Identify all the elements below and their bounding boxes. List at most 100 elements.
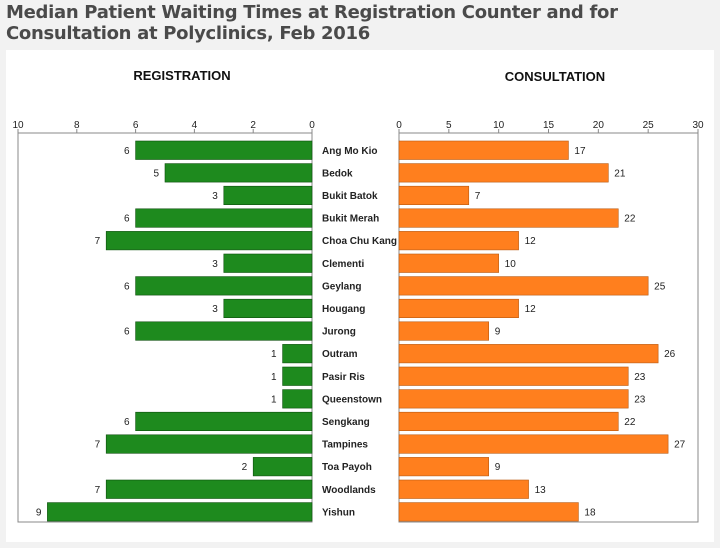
registration-value-label: 1: [271, 372, 277, 383]
registration-value-label: 6: [124, 214, 130, 225]
page-title: Median Patient Waiting Times at Registra…: [6, 2, 618, 44]
consultation-bar-pasir-ris: [398, 366, 629, 386]
consultation-bar-clementi: [398, 253, 499, 273]
category-label-outram: Outram: [322, 349, 358, 360]
registration-value-label: 3: [212, 259, 218, 270]
registration-bar-pasir-ris: [282, 366, 313, 386]
registration-bar-bukit-merah: [135, 208, 313, 228]
registration-bar-hougang: [223, 298, 313, 318]
registration-value-label: 3: [212, 304, 218, 315]
consultation-bar-outram: [398, 344, 659, 364]
registration-value-label: 6: [124, 417, 130, 428]
consultation-value-label: 22: [624, 214, 636, 225]
registration-value-label: 9: [36, 507, 42, 518]
registration-chart: 0 2 4 6 8 10 6 5 3 6 7 3 6 3 6 1 1 1 6 7 2 7 9: [12, 120, 315, 523]
category-label-queenstown: Queenstown: [322, 394, 382, 405]
registration-value-label: 2: [242, 462, 248, 473]
category-label-jurong: Jurong: [322, 327, 356, 338]
category-label-tampines: Tampines: [322, 440, 368, 451]
category-label-pasir-ris: Pasir Ris: [322, 372, 365, 383]
consultation-value-label: 12: [525, 304, 537, 315]
category-label-bedok: Bedok: [322, 168, 353, 179]
category-label-toa-payoh: Toa Payoh: [322, 462, 372, 473]
consultation-chart: 0 5 10 15 20 25 30 17 21 7 22 12 10 25 12 9 26 23 23 22 27 9 1…: [396, 120, 704, 523]
consultation-bar-sengkang: [398, 411, 619, 432]
consultation-tick-label: 0: [396, 120, 402, 131]
registration-bar-tampines: [105, 434, 313, 454]
consultation-value-label: 13: [535, 485, 547, 496]
registration-bar-sengkang: [135, 411, 313, 432]
consultation-tick-label: 25: [643, 120, 655, 131]
registration-bar-queenstown: [282, 389, 313, 409]
registration-bar-yishun: [47, 502, 313, 522]
consultation-value-label: 17: [574, 146, 586, 157]
registration-value-label: 7: [95, 236, 101, 247]
consultation-value-label: 12: [525, 236, 537, 247]
registration-bar-bukit-batok: [223, 185, 313, 205]
consultation-tick-label: 10: [493, 120, 505, 131]
registration-bar-jurong: [135, 321, 313, 341]
registration-value-label: 3: [212, 191, 218, 202]
consultation-bar-yishun: [398, 502, 579, 522]
consultation-bar-bukit-batok: [398, 185, 470, 205]
consultation-tick-label: 30: [692, 120, 704, 131]
registration-bar-woodlands: [105, 479, 313, 499]
consultation-bar-bukit-merah: [398, 208, 619, 228]
registration-value-label: 6: [124, 327, 130, 338]
consultation-bar-queenstown: [398, 389, 629, 409]
registration-value-label: 1: [271, 349, 277, 360]
registration-tick-label: 6: [133, 120, 139, 131]
consultation-value-label: 27: [674, 440, 686, 451]
registration-bar-bedok: [164, 163, 313, 183]
category-label-hougang: Hougang: [322, 304, 365, 315]
consultation-bar-bedok: [398, 163, 609, 183]
registration-tick-label: 4: [192, 120, 198, 131]
consultation-tick-label: 15: [543, 120, 555, 131]
registration-value-label: 7: [95, 440, 101, 451]
category-label-ang-mo-kio: Ang Mo Kio: [322, 146, 378, 157]
consultation-value-label: 18: [584, 507, 596, 518]
consultation-bar-woodlands: [398, 479, 529, 499]
consultation-value-label: 10: [505, 259, 517, 270]
category-label-bukit-merah: Bukit Merah: [322, 214, 379, 225]
category-label-yishun: Yishun: [322, 507, 355, 518]
consultation-tick-label: 5: [446, 120, 452, 131]
category-label-woodlands: Woodlands: [322, 485, 376, 496]
category-label-clementi: Clementi: [322, 259, 364, 270]
consultation-tick-label: 20: [593, 120, 605, 131]
registration-bar-geylang: [135, 276, 313, 296]
registration-value-label: 6: [124, 281, 130, 292]
consultation-bar-jurong: [398, 321, 489, 341]
consultation-bar-tampines: [398, 434, 669, 454]
consultation-value-label: 9: [495, 462, 501, 473]
registration-bar-toa-payoh: [252, 457, 313, 477]
consultation-bar-toa-payoh: [398, 457, 489, 477]
registration-bar-choa-chu-kang: [105, 231, 313, 251]
category-labels: Ang Mo Kio Bedok Bukit Batok Bukit Merah Cho…: [322, 146, 397, 519]
registration-bar-clementi: [223, 253, 313, 273]
registration-value-label: 6: [124, 146, 130, 157]
category-label-bukit-batok: Bukit Batok: [322, 191, 378, 202]
category-label-sengkang: Sengkang: [322, 417, 370, 428]
registration-tick-label: 2: [250, 120, 256, 131]
consultation-value-label: 23: [634, 372, 646, 383]
registration-value-label: 5: [153, 168, 159, 179]
consultation-value-label: 9: [495, 327, 501, 338]
chart-panel: REGISTRATION CONSULTATION 0 2 4 6 8 10 6 5 3 6 7 3 6…: [6, 50, 714, 542]
chart-svg: REGISTRATION CONSULTATION 02468106536736…: [12, 68, 704, 523]
registration-tick-label: 8: [74, 120, 80, 131]
consultation-value-label: 21: [614, 168, 626, 179]
registration-chart-title: REGISTRATION: [133, 68, 230, 83]
consultation-bar-choa-chu-kang: [398, 231, 519, 251]
consultation-value-label: 25: [654, 281, 666, 292]
consultation-value-label: 22: [624, 417, 636, 428]
registration-tick-label: 10: [12, 120, 24, 131]
category-label-geylang: Geylang: [322, 281, 361, 292]
registration-tick-label: 0: [309, 120, 315, 131]
consultation-bar-geylang: [398, 276, 649, 296]
consultation-bar-ang-mo-kio: [398, 140, 569, 160]
consultation-value-label: 26: [664, 349, 676, 360]
consultation-value-label: 23: [634, 394, 646, 405]
registration-value-label: 7: [95, 485, 101, 496]
registration-bar-outram: [282, 344, 313, 364]
